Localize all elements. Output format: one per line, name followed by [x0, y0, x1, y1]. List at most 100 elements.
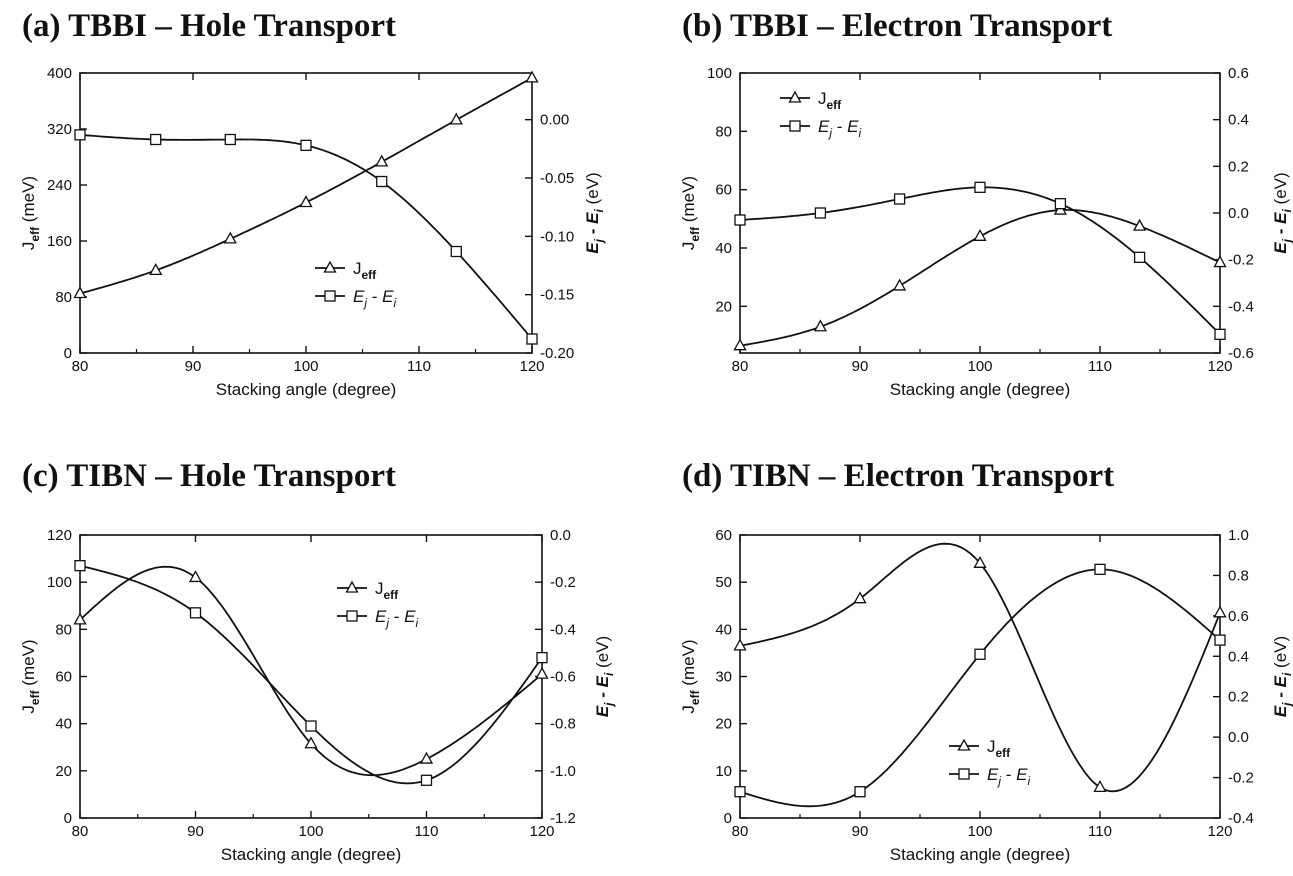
legend-minus: -: [1001, 765, 1016, 784]
jeff-point: [73, 286, 87, 299]
energy-point: [420, 774, 433, 786]
energy-point: [734, 214, 746, 226]
chart-a: 80 90 100 110 120080160240320400-0.20-0.15-0…: [19, 65, 606, 399]
legend-jeff-label: Jeff: [353, 259, 377, 282]
x-tick-label: 110: [415, 823, 439, 840]
x-tick-label: 110: [1088, 358, 1112, 375]
legend-jeff-symbol: J: [987, 737, 996, 756]
y-left-tick-label: 20: [715, 716, 732, 733]
legend-jeff-marker: [957, 738, 971, 751]
y-left-tick-label: 40: [715, 621, 732, 638]
y-left-axis-label: Jeff (meV): [19, 639, 42, 713]
y-right-tick-label: -0.10: [540, 228, 574, 245]
legend-ej: E: [375, 607, 387, 626]
energy-point: [1133, 251, 1146, 263]
y-left-label-subscript: eff: [28, 689, 42, 705]
legend-ej-sub: j: [996, 774, 1001, 788]
y-right-label-ej: E: [593, 705, 612, 717]
y-right-label-minus: -: [1271, 687, 1290, 702]
y-left-tick-label: 50: [715, 574, 732, 591]
legend-ei-sub: i: [858, 126, 861, 140]
jeff-point: [813, 319, 827, 332]
y-right-label-ei: E: [1271, 212, 1290, 224]
y-left-tick-label: 120: [47, 527, 72, 544]
x-tick-label: 120: [519, 358, 544, 375]
panel-title: (a) TBBI – Hole Transport: [22, 8, 397, 44]
legend-energy-marker: [324, 290, 336, 302]
legend-energy-marker: [789, 120, 801, 132]
jeff-point: [535, 666, 549, 679]
y-left-label-unit: (meV): [679, 176, 698, 227]
jeff-point: [73, 612, 87, 625]
x-tick-label: 100: [298, 823, 323, 840]
y-left-tick-label: 40: [55, 716, 72, 733]
plot-frame: [739, 72, 1221, 354]
energy-point: [536, 651, 548, 664]
x-tick-label: 80: [732, 823, 749, 840]
x-tick-label: 80: [72, 823, 89, 840]
y-left-tick-label: 40: [715, 240, 732, 257]
y-right-tick-label: -0.8: [550, 716, 576, 733]
energy-point: [814, 207, 827, 219]
chart-b: 80 90 100 110 12020406080100-0.6-0.4-0.20.00…: [679, 65, 1293, 399]
x-tick-label: 120: [1207, 358, 1232, 375]
y-right-axis-label: Ej - Ei (eV): [1271, 636, 1293, 717]
energy-point: [1054, 198, 1067, 210]
y-right-tick-label: 0.6: [1228, 608, 1249, 625]
x-tick-label: 90: [852, 358, 869, 375]
y-right-tick-label: 0.0: [1228, 729, 1249, 746]
y-right-label-ei: E: [583, 212, 602, 224]
x-axis-label: Stacking angle (degree): [890, 380, 1071, 399]
y-right-axis-label: Ej - Ei (eV): [583, 172, 606, 253]
legend-jeff-marker: [323, 260, 337, 273]
x-tick-label: 90: [185, 358, 202, 375]
legend-minus: -: [389, 607, 404, 626]
energy-point: [189, 607, 202, 619]
y-left-tick-label: 60: [715, 182, 732, 199]
y-right-axis-label: Ej - Ei (eV): [593, 636, 616, 717]
jeff-point: [449, 112, 463, 125]
energy-point: [974, 648, 986, 660]
series-line-energy: [739, 186, 1221, 335]
legend-ei: E: [847, 117, 859, 136]
legend-ei-sub: i: [415, 616, 418, 630]
x-axis-label: Stacking angle (degree): [890, 845, 1071, 864]
y-right-label-ej: E: [1271, 242, 1290, 254]
legend-ei: E: [404, 607, 416, 626]
legend-jeff-marker: [788, 90, 802, 103]
energy-point: [74, 560, 86, 572]
energy-point: [854, 786, 866, 798]
y-left-tick-label: 0: [724, 810, 732, 827]
panel-title: (d) TIBN – Electron Transport: [682, 458, 1115, 494]
y-right-label-ej-sub: j: [1280, 238, 1293, 244]
legend-ej-sub: j: [362, 296, 367, 310]
energy-point: [974, 181, 986, 193]
jeff-point: [1133, 218, 1147, 231]
legend-energy-label: Ej - Ei: [353, 287, 396, 310]
x-tick-label: 110: [407, 358, 431, 375]
energy-point: [1214, 634, 1226, 646]
legend-energy-marker: [346, 610, 358, 622]
y-left-label-subscript: eff: [28, 226, 42, 242]
legend-energy-label: Ej - Ei: [987, 765, 1030, 788]
y-left-axis-label: Jeff (meV): [19, 176, 42, 250]
y-left-tick-label: 80: [55, 621, 72, 638]
y-right-axis-label: Ej - Ei (eV): [1271, 172, 1293, 253]
energy-point: [734, 786, 746, 798]
jeff-point: [893, 278, 907, 291]
legend-jeff-label: Jeff: [987, 737, 1011, 760]
y-left-tick-label: 20: [55, 763, 72, 780]
legend-jeff-subscript: eff: [362, 268, 378, 282]
panel-b: (b) TBBI – Electron Transport 80 90 100 110…: [646, 0, 1293, 438]
y-right-label-ej: E: [583, 242, 602, 254]
y-right-label-ei-sub: i: [1280, 672, 1293, 676]
y-right-tick-label: -0.20: [540, 345, 574, 362]
y-left-label-symbol: J: [679, 242, 698, 251]
y-left-tick-label: 400: [47, 65, 72, 82]
x-axis-label: Stacking angle (degree): [216, 380, 397, 399]
energy-point: [526, 333, 538, 345]
legend-ej-sub: j: [384, 616, 389, 630]
y-right-tick-label: 0.4: [1228, 112, 1249, 129]
panel-a: (a) TBBI – Hole Transport 80 90 100 110 120 0…: [0, 0, 646, 438]
y-right-tick-label: -1.0: [550, 763, 576, 780]
